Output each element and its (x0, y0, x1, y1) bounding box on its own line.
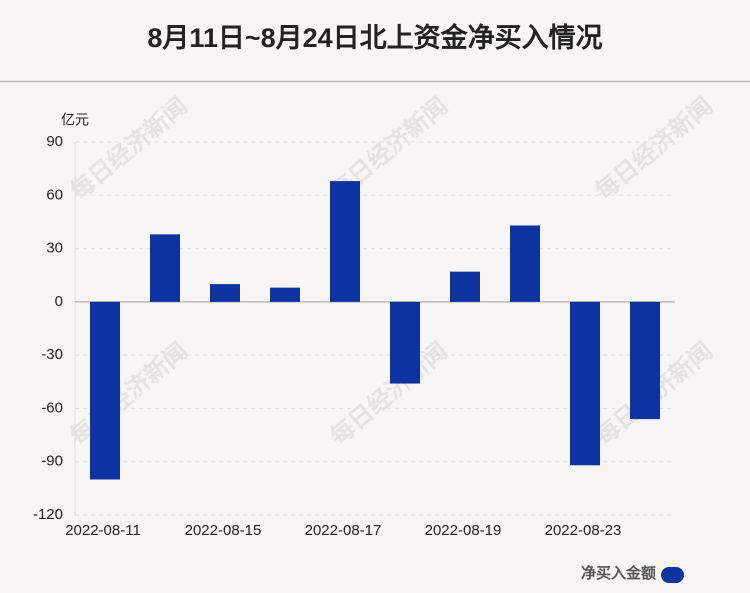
bar (510, 225, 540, 302)
x-tick-label: 2022-08-23 (545, 522, 622, 539)
y-tick-label: 60 (46, 186, 63, 203)
x-tick-label: 2022-08-17 (305, 522, 382, 539)
y-tick-label: 30 (46, 240, 63, 257)
legend-label: 净买入金额 (581, 564, 656, 582)
x-tick-label: 2022-08-11 (65, 522, 141, 539)
bar (90, 301, 120, 480)
legend-swatch (661, 567, 684, 583)
bar (270, 287, 300, 302)
bar (330, 181, 360, 302)
y-tick-label: 90 (46, 133, 63, 150)
bar (450, 271, 480, 302)
x-tick-label: 2022-08-15 (185, 522, 262, 539)
bar (210, 284, 240, 302)
y-tick-label: -30 (41, 346, 63, 363)
bar (570, 301, 600, 466)
bar (150, 234, 180, 302)
bar (630, 301, 660, 420)
y-tick-label: -90 (41, 453, 63, 470)
bar (390, 301, 420, 384)
chart-title: 8月11日~8月24日北上资金净买入情况 (147, 22, 602, 53)
y-tick-label: 0 (55, 293, 63, 310)
x-tick-label: 2022-08-19 (425, 522, 502, 539)
y-tick-label: -60 (41, 399, 63, 416)
y-unit: 亿元 (61, 112, 89, 128)
y-tick-label: -120 (33, 506, 63, 523)
